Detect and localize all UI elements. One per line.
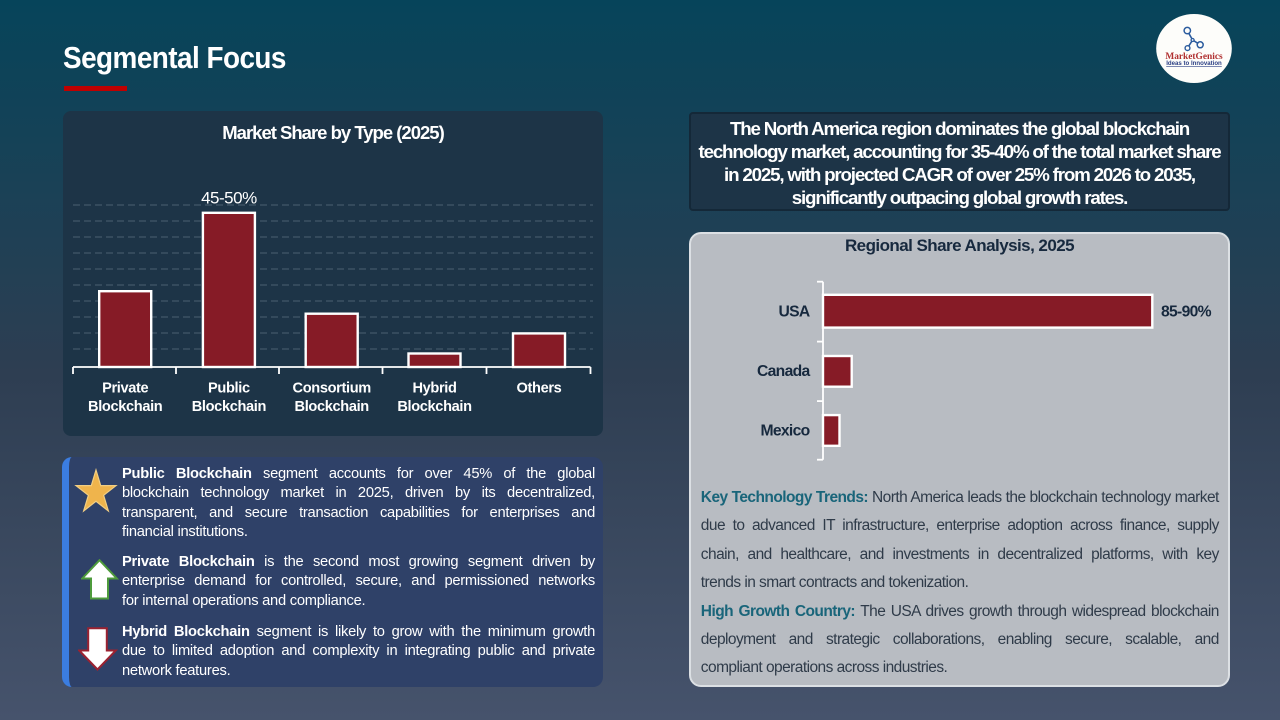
- svg-text:Blockchain: Blockchain: [192, 399, 267, 415]
- svg-text:85-90%: 85-90%: [1161, 303, 1212, 320]
- svg-text:Consortium: Consortium: [293, 381, 372, 397]
- svg-text:45-50%: 45-50%: [201, 188, 257, 207]
- svg-text:Canada: Canada: [757, 363, 810, 380]
- svg-text:Hybrid: Hybrid: [412, 381, 456, 397]
- svg-text:USA: USA: [778, 303, 809, 320]
- svg-text:Blockchain: Blockchain: [295, 399, 370, 415]
- svg-text:Ideas to Innovation: Ideas to Innovation: [1166, 60, 1222, 67]
- svg-text:Mexico: Mexico: [761, 423, 810, 440]
- svg-text:Blockchain: Blockchain: [397, 399, 472, 415]
- svg-text:Public: Public: [208, 381, 250, 397]
- svg-text:Private: Private: [102, 381, 148, 397]
- svg-text:Others: Others: [517, 381, 562, 397]
- svg-text:MarketGenics: MarketGenics: [1165, 52, 1223, 62]
- svg-text:Blockchain: Blockchain: [88, 399, 163, 415]
